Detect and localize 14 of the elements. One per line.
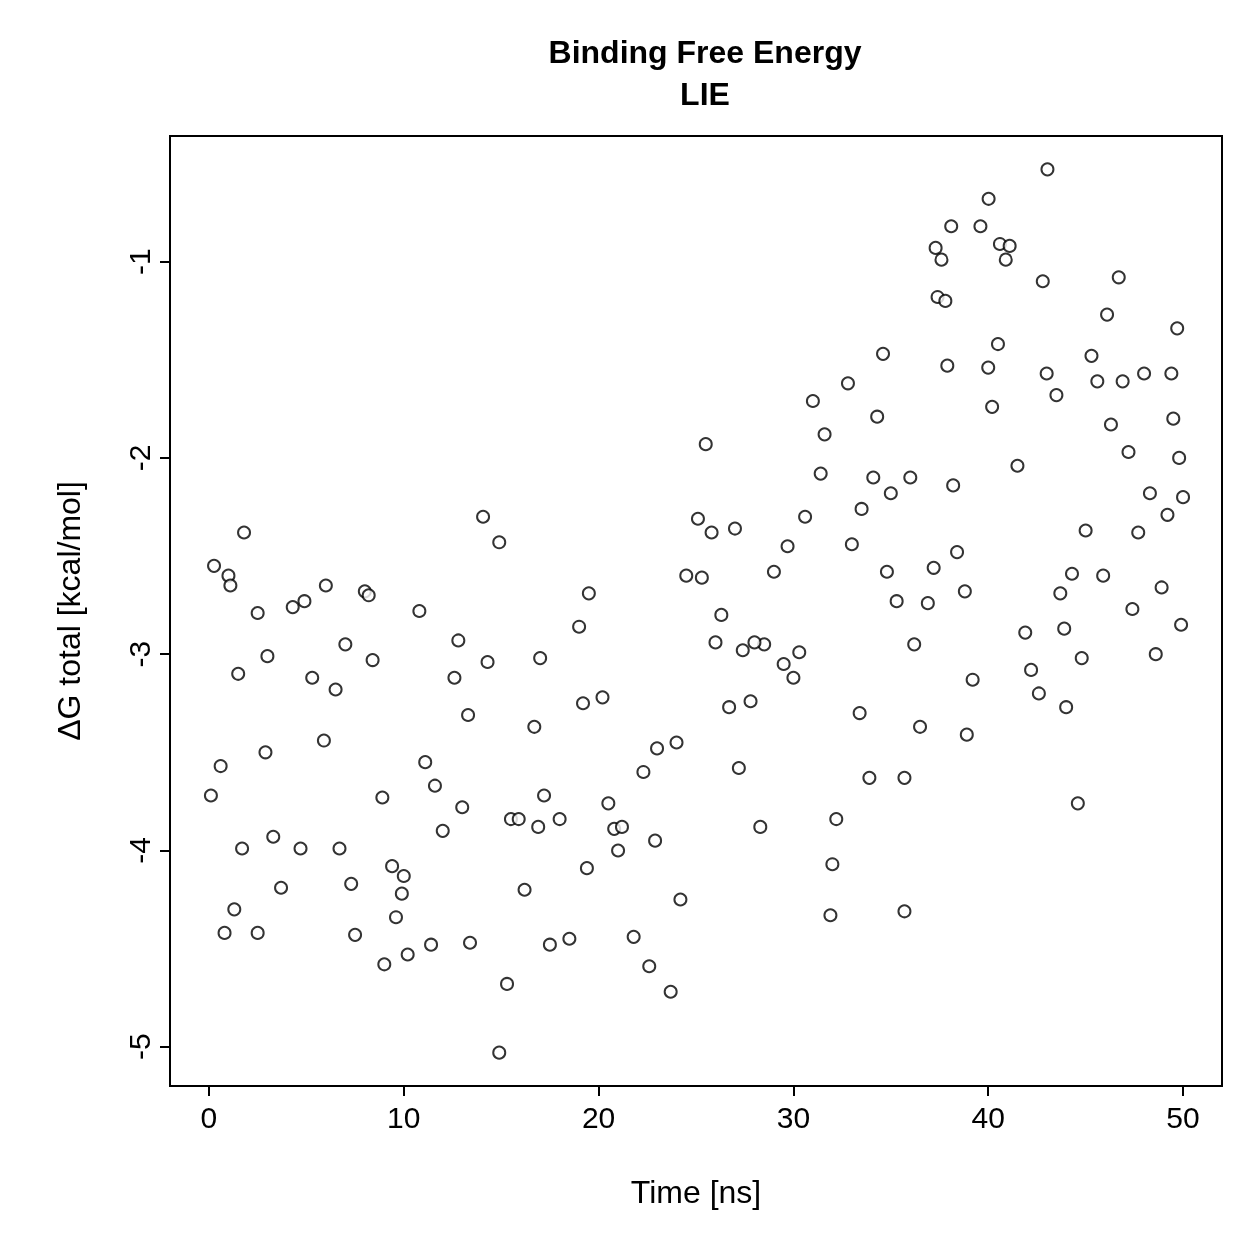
y-tick-label: -4 (122, 837, 156, 864)
x-axis-title: Time [ns] (630, 1174, 762, 1210)
x-tick-label: 0 (200, 1100, 218, 1134)
x-tick-label: 50 (1166, 1100, 1200, 1134)
y-tick-label: -1 (122, 248, 156, 275)
x-tick-label: 20 (581, 1100, 616, 1134)
y-tick-label: -5 (122, 1033, 156, 1061)
chart-title: Binding Free Energy LIE (548, 34, 862, 112)
y-tick-label: -3 (122, 640, 156, 668)
x-tick-label: 40 (971, 1100, 1005, 1134)
x-tick-label: 10 (387, 1100, 421, 1134)
y-tick-label: -2 (122, 444, 156, 472)
y-axis-title: ΔG total [kcal/mol] (51, 481, 87, 741)
x-tick-label: 30 (776, 1100, 811, 1134)
